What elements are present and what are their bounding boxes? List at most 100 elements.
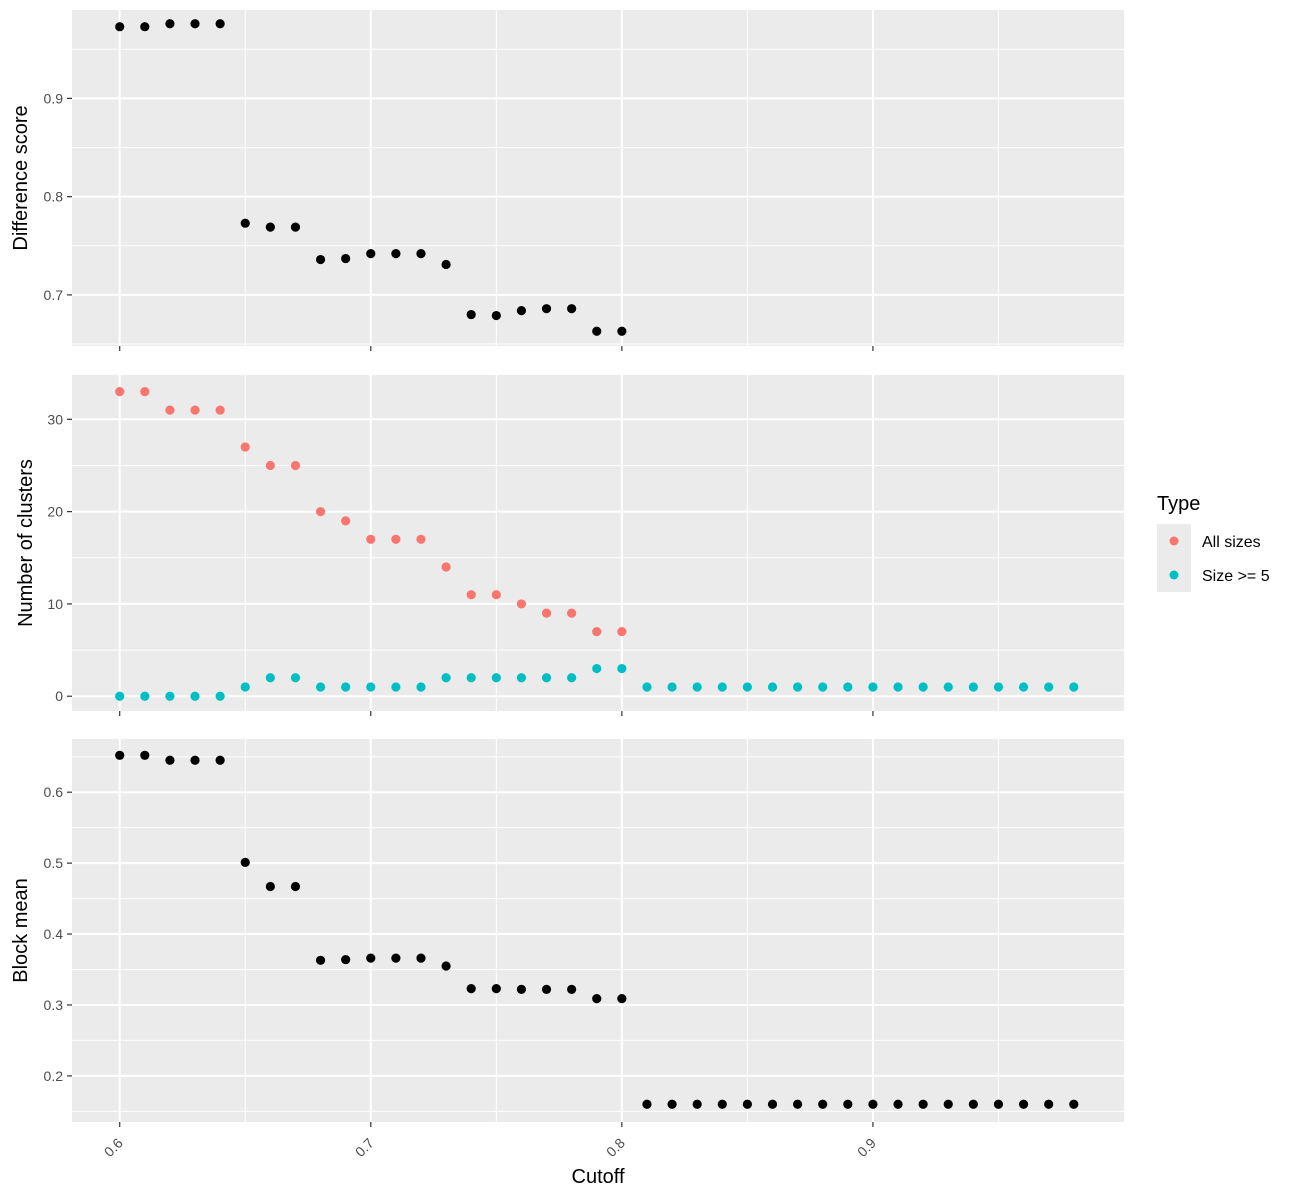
x-tick-label: 0.9 (854, 1135, 879, 1160)
y-tick-label: 0.4 (44, 926, 64, 942)
data-point (592, 326, 602, 336)
y-axis-title: Difference score (10, 105, 32, 250)
data-point (617, 326, 627, 336)
data-point (391, 953, 401, 963)
x-tick-label: 0.6 (101, 1135, 126, 1160)
data-point (391, 534, 401, 544)
data-point (341, 682, 351, 692)
series-3-1 (115, 750, 1079, 1109)
data-point (993, 682, 1004, 692)
data-point (265, 881, 275, 892)
data-point (315, 955, 326, 965)
data-point (441, 259, 451, 270)
data-point (818, 1099, 828, 1109)
data-point (667, 1099, 677, 1109)
data-point (567, 608, 577, 618)
data-point (290, 881, 301, 892)
data-point (466, 984, 476, 994)
data-point (441, 673, 451, 683)
data-point (416, 682, 426, 692)
data-point (165, 755, 175, 765)
data-point (692, 1099, 702, 1109)
data-point (516, 306, 527, 316)
chart-panels: 0.7 0.8 0.9 Difference score 0 10 20 30 Number o… (10, 10, 1124, 1160)
data-point (893, 682, 903, 692)
panel-background (72, 739, 1124, 1122)
data-point (1069, 1099, 1079, 1109)
data-point (692, 682, 702, 692)
data-point (993, 1099, 1004, 1109)
data-point (516, 599, 527, 609)
y-tick-label: 0.8 (44, 189, 64, 205)
y-tick-label: 0.2 (44, 1068, 64, 1084)
data-point (140, 691, 150, 701)
y-tick-label: 0 (55, 688, 63, 704)
data-point (115, 22, 125, 32)
data-point (366, 682, 376, 692)
data-point (391, 682, 401, 692)
data-point (190, 19, 200, 29)
panel-3: 0.2 0.3 0.4 0.5 0.6 Block mean 0.6 0.7 0.8 0.9 (10, 739, 1124, 1160)
data-point (742, 682, 752, 692)
data-point (541, 984, 552, 994)
data-point (265, 460, 275, 471)
data-point (466, 673, 476, 683)
data-point (140, 387, 150, 397)
data-point (567, 673, 577, 683)
data-point (617, 663, 627, 674)
data-point (491, 673, 501, 683)
data-point (215, 19, 225, 29)
data-point (1069, 682, 1079, 692)
data-point (767, 1099, 778, 1109)
data-point (1018, 1099, 1029, 1109)
data-point (416, 534, 426, 544)
legend-label-size-ge-5: Size >= 5 (1202, 568, 1270, 585)
data-point (115, 387, 125, 397)
data-point (165, 19, 175, 29)
data-point (516, 673, 527, 683)
x-tick-label: 0.8 (603, 1135, 628, 1160)
series-2-1 (115, 387, 627, 637)
y-tick-label: 0.7 (44, 287, 64, 303)
data-point (918, 1099, 928, 1109)
y-tick-label: 20 (47, 504, 63, 520)
data-point (466, 590, 476, 600)
data-point (115, 691, 125, 701)
data-point (717, 682, 727, 692)
data-point (115, 750, 125, 760)
data-point (215, 405, 225, 415)
data-point (491, 984, 501, 994)
x-tick-label: 0.7 (352, 1135, 377, 1160)
panel-background (72, 375, 1124, 711)
legend: Type All sizes Size >= 5 (1157, 493, 1270, 592)
data-point (793, 682, 803, 692)
data-point (642, 682, 652, 692)
data-point (617, 627, 627, 637)
data-point (943, 1099, 953, 1109)
data-point (366, 953, 376, 963)
y-tick-label: 30 (47, 411, 63, 427)
data-point (516, 984, 527, 994)
data-point (240, 442, 250, 452)
data-point (667, 682, 677, 692)
data-point (391, 249, 401, 259)
data-point (843, 1099, 853, 1109)
data-point (366, 249, 376, 259)
data-point (968, 682, 978, 692)
data-point (968, 1099, 978, 1109)
data-point (491, 310, 501, 321)
data-point (541, 608, 552, 618)
data-point (215, 691, 225, 701)
data-point (717, 1099, 727, 1109)
data-point (140, 750, 150, 760)
panel-1: 0.7 0.8 0.9 Difference score (10, 10, 1124, 351)
data-point (491, 590, 501, 600)
data-point (742, 1099, 752, 1109)
data-point (190, 755, 200, 765)
x-axis-title: Cutoff (572, 1166, 625, 1188)
data-point (441, 562, 451, 572)
data-point (793, 1099, 803, 1109)
panel-2: 0 10 20 30 Number of clusters (15, 375, 1124, 716)
data-point (541, 304, 552, 314)
series-2-2 (115, 663, 1079, 701)
